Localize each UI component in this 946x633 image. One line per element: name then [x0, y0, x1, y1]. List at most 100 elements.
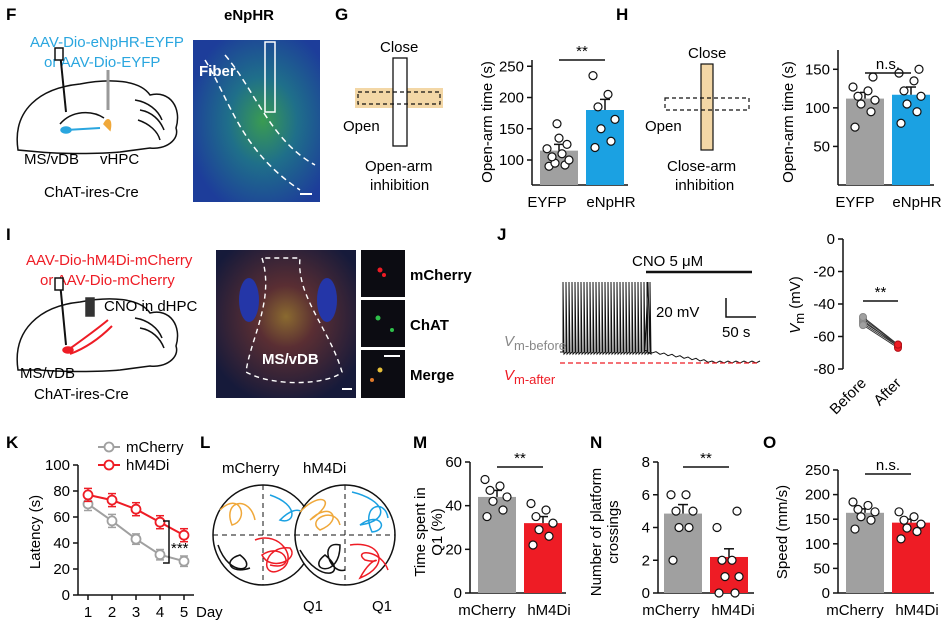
- scale-bar-j: [725, 298, 756, 318]
- inset-label-mcherry: mCherry: [410, 267, 472, 284]
- scale-label-mv: 20 mV: [656, 304, 699, 321]
- data-point-EYFP: [547, 152, 557, 162]
- open-label-h: Open: [645, 118, 682, 135]
- cell-dot-green: [375, 315, 381, 321]
- y-tick-label-K: 80: [53, 483, 70, 500]
- significance-label-O: n.s.: [876, 457, 900, 474]
- fiber-label: Fiber: [199, 63, 236, 80]
- paired-line: [862, 316, 899, 346]
- closed-arm-g: [392, 57, 408, 147]
- ventricle-left: [239, 278, 259, 322]
- panel-label-j: J: [497, 225, 506, 244]
- y-tick-label-M: 40: [445, 498, 462, 515]
- virus-text-i-line2: or AAV-Dio-mCherry: [40, 272, 175, 289]
- data-point-mCherry: [495, 481, 505, 491]
- group-label-hm4di-l: hM4Di: [303, 460, 346, 477]
- vm-before-label: Vm-before: [504, 333, 566, 353]
- cno-label: CNO 5 μM: [632, 253, 703, 270]
- y-axis-title-line1-M: Time spent in: [412, 487, 429, 576]
- scale-label-s: 50 s: [722, 324, 750, 341]
- inset-label-merge: Merge: [410, 367, 454, 384]
- data-point-after: [894, 340, 902, 349]
- x-tick-label-EYFP: EYFP: [835, 194, 874, 211]
- data-point-hM4Di: [531, 511, 541, 522]
- data-point-hM4Di: [130, 503, 142, 515]
- hpc-outline-dash-2: [224, 54, 316, 166]
- paired-line: [862, 323, 899, 347]
- x-tick-label-K: 3: [132, 604, 140, 621]
- data-point-EYFP: [552, 119, 562, 129]
- x-tick-label-hM4Di: hM4Di: [711, 602, 754, 619]
- y-tick-label-K: 100: [45, 457, 70, 474]
- data-point-mCherry: [671, 506, 681, 516]
- microscopy-image-msvdb: [216, 250, 356, 398]
- closed-arm-light-h: [700, 63, 714, 151]
- track-black-1: [217, 544, 251, 571]
- legend-marker-hM4Di: [103, 459, 115, 471]
- chart-h: 50 100 150 Open-arm time (s) EYFP eNpHR n.s.: [780, 50, 942, 211]
- quadrant-label-1: Q1: [303, 598, 323, 615]
- data-point-EYFP: [868, 72, 878, 82]
- data-point-hM4Di: [106, 494, 118, 506]
- data-point-eNpHR: [916, 91, 926, 101]
- y-tick-label-K: 60: [53, 509, 70, 526]
- data-point-hM4Di: [909, 512, 919, 522]
- bar-mCherry: [846, 512, 884, 593]
- y-tick-label-K: 0: [62, 587, 70, 604]
- data-point-eNpHR: [902, 99, 912, 109]
- data-point-hM4Di: [912, 526, 922, 537]
- data-point-hM4Di: [178, 529, 190, 541]
- virus-text-f-line2: or AAV-Dio-EYFP: [44, 54, 160, 71]
- significance-label-H: n.s.: [876, 56, 900, 73]
- caption-h-line2: inhibition: [675, 177, 734, 194]
- data-point-hM4Di: [734, 572, 744, 582]
- vm-after-label: Vm-after: [504, 367, 556, 387]
- y-tick-label-N: 2: [642, 552, 650, 569]
- data-point-eNpHR: [899, 86, 909, 96]
- cell-dot-merge-2: [370, 378, 374, 382]
- brain-sagittal-f: [16, 47, 179, 155]
- y-tick-label-J: -80: [813, 361, 835, 378]
- panel-j-trace: J CNO 5 μM 20 mV 50 s Vm-before Vm-after: [497, 225, 761, 387]
- virus-text-f-line1: AAV-Dio-eNpHR-EYFP: [30, 34, 184, 51]
- data-point-hM4Di: [916, 519, 926, 529]
- y-tick-label-K: 40: [53, 535, 70, 552]
- panel-h: H Close Open Close-arm inhibition: [616, 5, 750, 194]
- y-tick-label-O: 0: [822, 585, 830, 602]
- data-point-eNpHR: [603, 89, 613, 99]
- data-point-eNpHR: [606, 136, 616, 146]
- paired-line: [862, 324, 899, 349]
- x-tick-label-mCherry: mCherry: [642, 602, 700, 619]
- inset-label-chat: ChAT: [410, 317, 449, 334]
- data-point-mCherry: [178, 555, 190, 567]
- data-point-mCherry: [502, 492, 512, 502]
- data-point-eNpHR: [593, 102, 603, 112]
- panel-label-l: L: [200, 433, 210, 452]
- y-tick-label-O: 150: [805, 511, 830, 528]
- data-point-eNpHR: [596, 124, 606, 134]
- y-tick-label-N: 4: [642, 520, 650, 537]
- data-point-eNpHR: [588, 71, 598, 81]
- data-point-hM4Di: [544, 531, 554, 541]
- significance-label-J: **: [875, 284, 887, 301]
- x-axis-unit-K: Day: [196, 604, 223, 621]
- data-point-mCherry: [688, 506, 698, 516]
- y-tick-label-O: 200: [805, 487, 830, 504]
- y-tick-label-O: 100: [805, 536, 830, 553]
- y-tick-label-H: 50: [813, 138, 830, 155]
- x-tick-label-K: 2: [108, 604, 116, 621]
- chart-k-latency: 0 20 40 60 80 100 Latency (s) 1 2 3 4 5 Day mCherryhM…: [27, 439, 223, 621]
- panel-label-o: O: [763, 433, 776, 452]
- bar-eNpHR: [892, 94, 930, 185]
- data-point-mCherry: [666, 490, 676, 500]
- significance-label-K: ***: [171, 540, 189, 557]
- y-tick-label-N: 0: [642, 585, 650, 602]
- x-tick-label-eNpHR: eNpHR: [586, 194, 635, 211]
- bar-hM4Di: [524, 523, 562, 593]
- x-tick-label-After: After: [870, 375, 904, 409]
- region-label-vhpc: vHPC: [100, 151, 139, 168]
- virus-text-i-line1: AAV-Dio-hM4Di-mCherry: [26, 252, 193, 269]
- data-point-hM4Di: [534, 525, 544, 535]
- data-point-mCherry: [488, 496, 498, 506]
